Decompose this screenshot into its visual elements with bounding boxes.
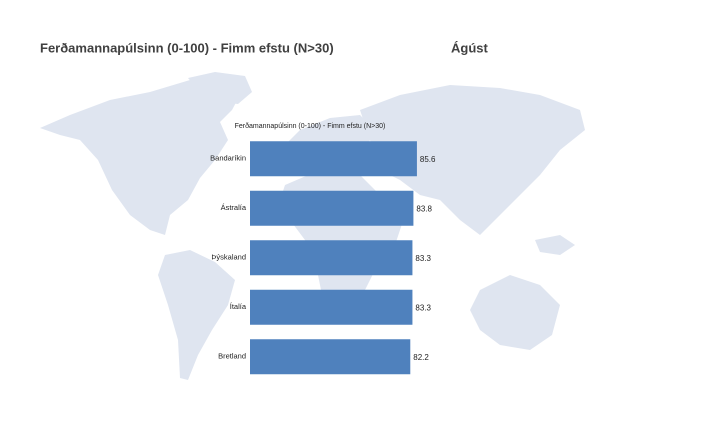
- value-label: 85.6: [420, 155, 436, 164]
- bar: [250, 289, 413, 325]
- y-tick-label: Bandaríkin: [210, 154, 246, 163]
- value-label: 83.3: [415, 254, 431, 263]
- period-label: Ágúst: [451, 40, 489, 55]
- chart-subtitle: Ferðamannapúlsinn (0-100) - Fimm efstu (…: [235, 122, 386, 130]
- value-label: 82.2: [413, 353, 429, 362]
- bar: [250, 141, 417, 177]
- value-label: 83.8: [416, 204, 432, 213]
- y-tick-label: Bretland: [218, 352, 246, 361]
- bar: [250, 339, 411, 375]
- y-tick-label: Ítalía: [230, 302, 247, 311]
- y-tick-label: Ástralía: [221, 203, 247, 212]
- world-map: [40, 72, 585, 380]
- bar: [250, 240, 413, 276]
- chart-title: Ferðamannapúlsinn (0-100) - Fimm efstu (…: [40, 40, 334, 55]
- value-label: 83.3: [415, 303, 431, 312]
- y-tick-label: Þýskaland: [211, 253, 246, 262]
- bar: [250, 190, 414, 226]
